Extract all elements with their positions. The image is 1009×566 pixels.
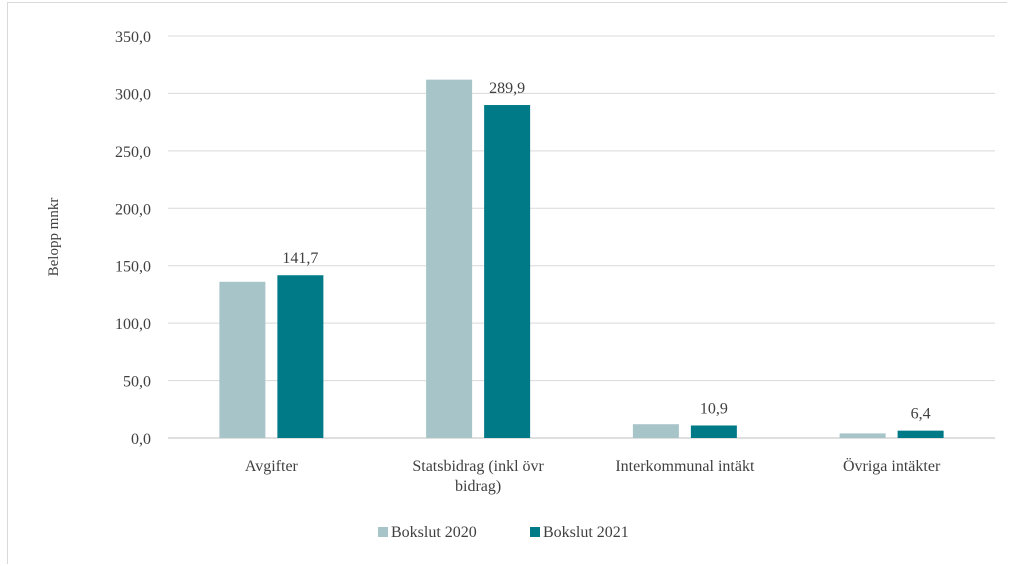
bar-2020 bbox=[632, 424, 679, 438]
y-axis-label: Belopp mnkr bbox=[46, 198, 62, 277]
legend-swatch bbox=[378, 527, 388, 537]
category-labels: Avgifter Statsbidrag (inkl övr bidrag) Inte… bbox=[245, 457, 941, 495]
category-label: Statsbidrag (inkl övr bbox=[412, 458, 544, 475]
bar-2020 bbox=[219, 281, 266, 438]
data-labels: 141,7 289,9 10,9 6,4 bbox=[282, 80, 930, 423]
data-label: 289,9 bbox=[489, 80, 525, 97]
bar-2021 bbox=[690, 425, 737, 438]
bar-2020 bbox=[839, 433, 886, 438]
data-label: 6,4 bbox=[911, 406, 931, 423]
y-tick-label: 200,0 bbox=[115, 201, 151, 218]
y-axis-ticks: 0,0 50,0 100,0 150,0 200,0 250,0 300,0 350,0 bbox=[115, 29, 151, 448]
y-tick-label: 50,0 bbox=[123, 374, 151, 391]
category-label: Interkommunal intäkt bbox=[615, 458, 755, 475]
category-label: bidrag) bbox=[455, 478, 501, 495]
data-label: 10,9 bbox=[700, 400, 728, 417]
data-label: 141,7 bbox=[282, 250, 318, 267]
bar-2021 bbox=[897, 430, 944, 438]
bar-2020 bbox=[426, 79, 473, 438]
y-tick-label: 300,0 bbox=[115, 86, 151, 103]
legend-swatch bbox=[530, 527, 540, 537]
chart-frame bbox=[7, 2, 1007, 564]
y-tick-label: 100,0 bbox=[115, 316, 151, 333]
gridlines bbox=[168, 35, 995, 439]
y-tick-label: 0,0 bbox=[131, 431, 151, 448]
bar-2021 bbox=[484, 105, 531, 438]
legend: Bokslut 2020 Bokslut 2021 bbox=[378, 524, 629, 541]
legend-label: Bokslut 2021 bbox=[543, 524, 629, 541]
y-tick-label: 250,0 bbox=[115, 144, 151, 161]
category-label: Avgifter bbox=[245, 458, 299, 475]
bar-2021 bbox=[277, 275, 324, 438]
legend-label: Bokslut 2020 bbox=[391, 524, 477, 541]
y-tick-label: 150,0 bbox=[115, 259, 151, 276]
bars bbox=[219, 79, 944, 438]
category-label: Övriga intäkter bbox=[843, 457, 941, 475]
y-tick-label: 350,0 bbox=[115, 29, 151, 46]
